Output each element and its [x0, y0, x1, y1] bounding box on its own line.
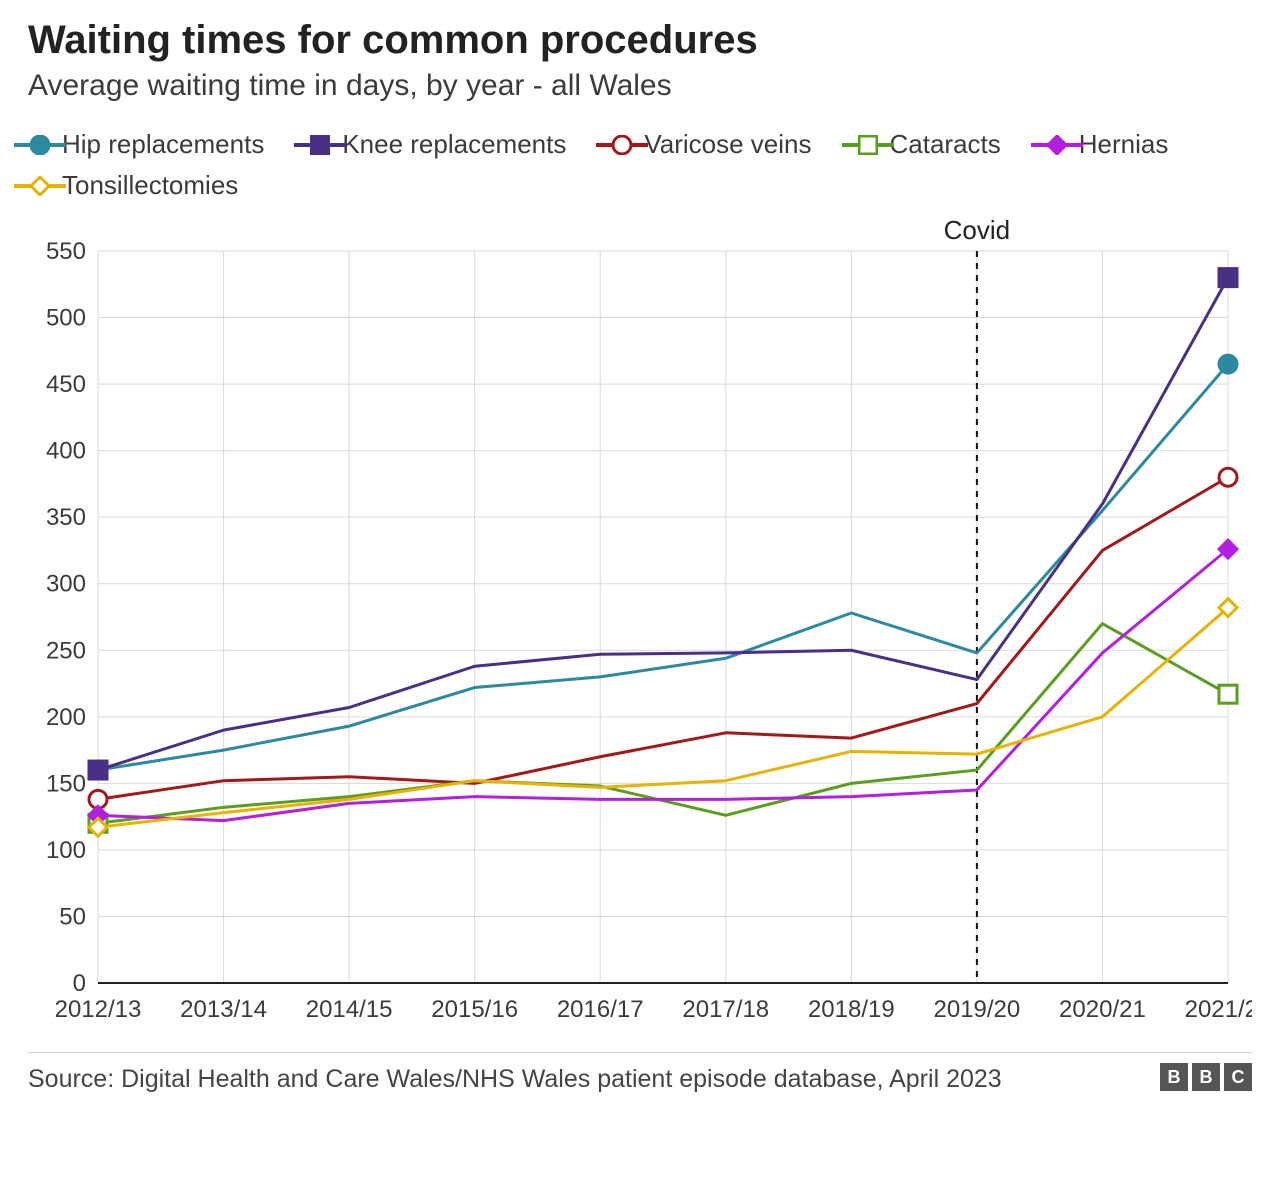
svg-text:200: 200	[46, 704, 86, 731]
legend-item: Tonsillectomies	[28, 170, 238, 201]
chart-source: Source: Digital Health and Care Wales/NH…	[28, 1063, 1002, 1097]
svg-text:0: 0	[73, 970, 86, 997]
legend-item: Cataracts	[856, 129, 1001, 160]
legend-marker-icon	[610, 133, 634, 157]
svg-text:2013/14: 2013/14	[180, 996, 267, 1023]
chart-title: Waiting times for common procedures	[28, 18, 1252, 63]
svg-text:2021/22: 2021/22	[1185, 996, 1252, 1023]
svg-text:2016/17: 2016/17	[557, 996, 644, 1023]
svg-text:50: 50	[59, 903, 86, 930]
svg-text:2020/21: 2020/21	[1059, 996, 1146, 1023]
legend-label: Tonsillectomies	[62, 170, 238, 201]
legend-label: Cataracts	[890, 129, 1001, 160]
bbc-logo: BBC	[1160, 1063, 1252, 1091]
chart-legend: Hip replacements Knee replacements Varicos…	[28, 129, 1252, 201]
svg-text:2015/16: 2015/16	[431, 996, 518, 1023]
legend-marker-icon	[308, 133, 332, 157]
svg-text:350: 350	[46, 504, 86, 531]
chart-area: Covid 0 50 100 150 200 250 300 350 400 450 500 550 2…	[28, 213, 1252, 1038]
line-chart: 0 50 100 150 200 250 300 350 400 450 500 550 2012/13…	[28, 213, 1252, 1033]
svg-text:100: 100	[46, 837, 86, 864]
legend-marker-icon	[28, 174, 52, 198]
legend-item: Varicose veins	[610, 129, 811, 160]
legend-item: Hip replacements	[28, 129, 264, 160]
svg-text:150: 150	[46, 770, 86, 797]
legend-marker-icon	[856, 133, 880, 157]
svg-text:250: 250	[46, 637, 86, 664]
legend-item: Knee replacements	[308, 129, 566, 160]
chart-subtitle: Average waiting time in days, by year - …	[28, 69, 1252, 103]
svg-text:500: 500	[46, 305, 86, 332]
legend-label: Hip replacements	[62, 129, 264, 160]
svg-text:2019/20: 2019/20	[934, 996, 1021, 1023]
legend-item: Hernias	[1045, 129, 1169, 160]
legend-label: Hernias	[1079, 129, 1169, 160]
legend-label: Knee replacements	[342, 129, 566, 160]
svg-text:300: 300	[46, 571, 86, 598]
svg-text:2014/15: 2014/15	[306, 996, 393, 1023]
svg-text:550: 550	[46, 238, 86, 265]
svg-text:450: 450	[46, 371, 86, 398]
legend-label: Varicose veins	[644, 129, 811, 160]
svg-text:2012/13: 2012/13	[55, 996, 142, 1023]
svg-text:400: 400	[46, 438, 86, 465]
legend-marker-icon	[28, 133, 52, 157]
legend-marker-icon	[1045, 133, 1069, 157]
svg-text:2018/19: 2018/19	[808, 996, 895, 1023]
svg-text:2017/18: 2017/18	[682, 996, 769, 1023]
covid-annotation-label: Covid	[944, 215, 1010, 246]
